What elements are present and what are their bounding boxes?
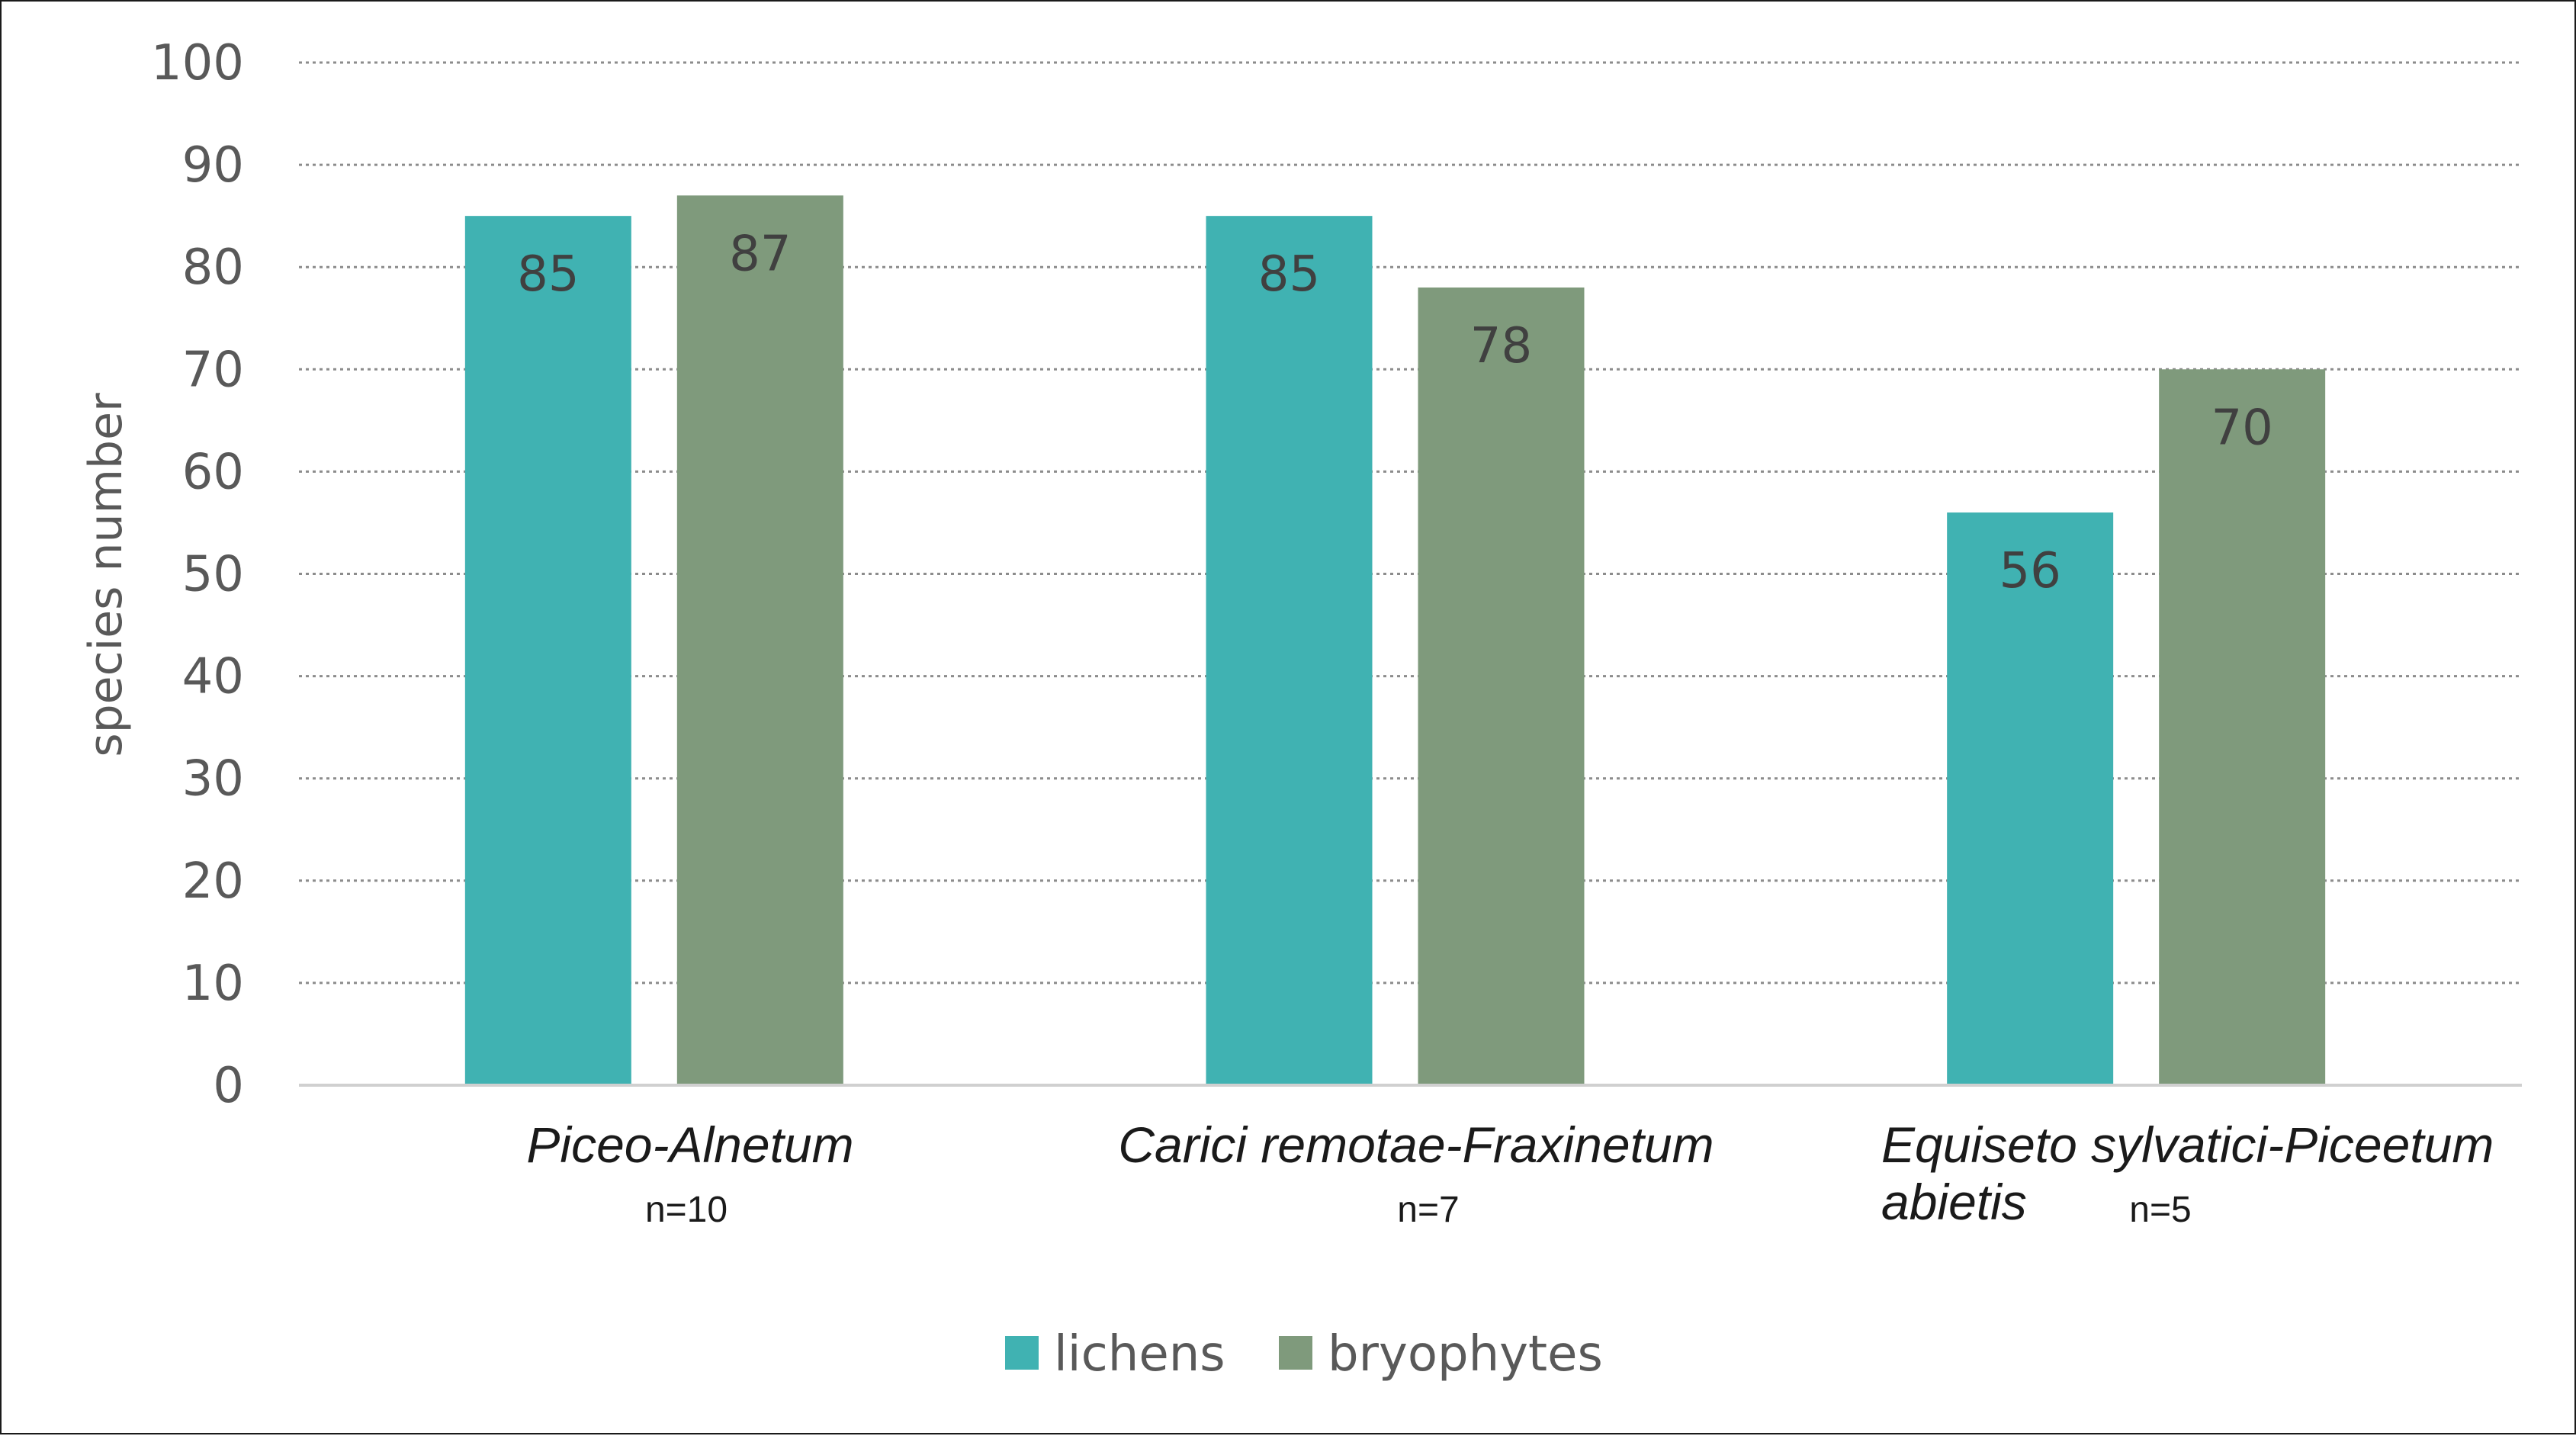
category-label: Equiseto sylvatici-Piceetum xyxy=(1881,1116,2494,1173)
bars xyxy=(464,195,2326,1085)
y-axis-label: species number xyxy=(79,393,133,757)
legend-swatch-bryophytes xyxy=(1279,1336,1312,1370)
y-tick-labels: 0 10 20 30 40 50 60 70 80 90 100 xyxy=(151,35,244,1114)
data-labels: 85 87 85 78 56 70 xyxy=(517,226,2273,599)
data-label: 87 xyxy=(729,226,791,282)
y-tick-label: 100 xyxy=(151,35,244,92)
y-tick-label: 20 xyxy=(182,853,244,910)
sample-size-label: n=10 xyxy=(645,1190,728,1230)
data-label: 85 xyxy=(517,246,579,303)
y-tick-label: 10 xyxy=(182,956,244,1012)
bar-bryophytes xyxy=(1418,288,1585,1085)
y-tick-label: 80 xyxy=(182,239,244,296)
category-label: Piceo-Alnetum xyxy=(526,1116,853,1173)
bar-lichens xyxy=(1947,512,2114,1085)
y-tick-label: 70 xyxy=(182,342,244,398)
y-tick-label: 30 xyxy=(182,751,244,808)
bar-lichens xyxy=(1206,216,1373,1085)
y-tick-label: 90 xyxy=(182,137,244,194)
sample-size-label: n=7 xyxy=(1397,1190,1459,1230)
data-label: 56 xyxy=(1999,543,2060,599)
sample-size-label: n=5 xyxy=(2129,1190,2191,1230)
legend-label: bryophytes xyxy=(1328,1326,1603,1383)
y-tick-label: 60 xyxy=(182,444,244,500)
legend-swatch-lichens xyxy=(1005,1336,1039,1370)
category-label: Carici remotae-Fraxinetum xyxy=(1118,1116,1714,1173)
category-label-line2: abietis xyxy=(1881,1174,2027,1230)
bar-bryophytes xyxy=(2159,369,2326,1085)
legend-label: lichens xyxy=(1054,1326,1225,1383)
data-label: 78 xyxy=(1470,318,1532,374)
bar-lichens xyxy=(464,216,631,1085)
data-label: 70 xyxy=(2211,400,2272,456)
legend: lichens bryophytes xyxy=(1005,1326,1603,1383)
y-tick-label: 0 xyxy=(213,1058,244,1114)
y-tick-label: 40 xyxy=(182,649,244,705)
category-labels: Piceo-Alnetum n=10 Carici remotae-Fraxinet… xyxy=(526,1116,2494,1230)
data-label: 85 xyxy=(1258,246,1320,303)
y-tick-label: 50 xyxy=(182,547,244,603)
bar-bryophytes xyxy=(676,195,843,1085)
